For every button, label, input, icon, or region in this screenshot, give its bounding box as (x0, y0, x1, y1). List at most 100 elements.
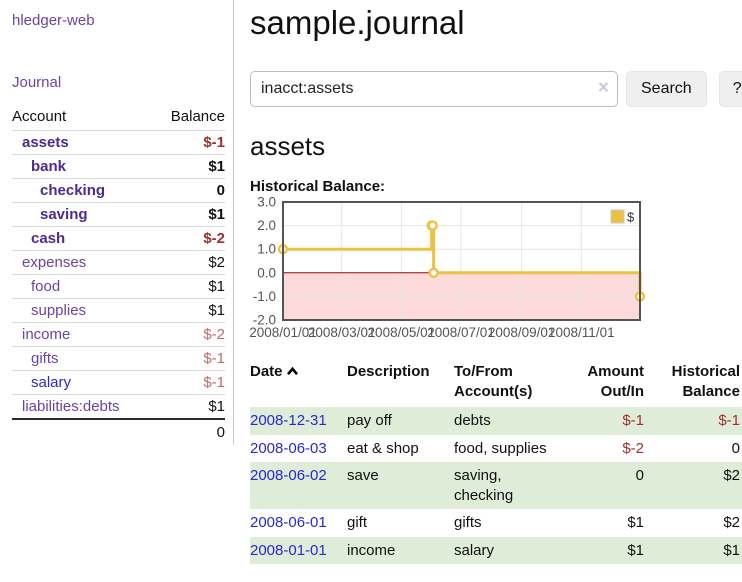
sort-ascending-icon (286, 362, 299, 382)
account-row: saving $1 (12, 202, 225, 227)
transaction-description: eat & shop (347, 439, 419, 457)
transaction-date-link[interactable]: 2008-12-31 (250, 412, 327, 430)
y-tick-label: -1.0 (253, 289, 276, 304)
accounts-header-row: Account Balance (12, 103, 225, 131)
transaction-date-link[interactable]: 2008-01-01 (250, 541, 327, 559)
account-balance: $1 (153, 298, 225, 323)
account-heading: assets (250, 130, 326, 161)
account-row: food $1 (12, 274, 225, 299)
search-input[interactable] (250, 70, 618, 107)
account-balance: 0 (153, 178, 225, 203)
y-tick-label: 2.0 (257, 218, 276, 233)
y-tick-label: 1.0 (257, 242, 276, 257)
account-row: income $-2 (12, 322, 225, 347)
transaction-accounts: debts (454, 412, 491, 430)
transaction-date-link[interactable]: 2008-06-02 (250, 467, 327, 485)
x-tick-label: 2008/07/01 (427, 325, 495, 340)
brand-link[interactable]: hledger-web (12, 12, 95, 29)
register-header-row: Date Description To/From Account(s) Amou… (250, 360, 742, 407)
plot-border (282, 201, 641, 322)
account-balance: $1 (153, 274, 225, 299)
account-row: assets $-1 (12, 130, 225, 155)
account-link[interactable]: salary (31, 374, 72, 391)
historical-balance-chart[interactable]: $3.0 2.0 1.0 0.0 -1.0 -2.0 2008/01/01 2008/03/0… (249, 195, 742, 342)
account-balance: $1 (153, 154, 225, 179)
accounts-table: Account Balance assets $-1 bank $1 checking 0… (12, 103, 225, 445)
transaction-balance: $2 (723, 514, 740, 532)
transaction-accounts: saving, checking (454, 467, 514, 504)
main-content: sample.journal × Search ? assets Histori… (234, 0, 742, 565)
account-link[interactable]: gifts (31, 350, 59, 367)
transaction-description: gift (347, 514, 368, 532)
column-header-date-label: Date (250, 363, 283, 381)
account-row: bank $1 (12, 154, 225, 179)
y-tick-label: -2.0 (253, 313, 276, 328)
x-tick-label: 2008/09/01 (488, 325, 556, 340)
transaction-description: save (347, 467, 379, 485)
legend-label: $ (627, 210, 635, 225)
x-tick-label: 2008/11/01 (548, 325, 615, 340)
page-title: sample.journal (250, 4, 465, 41)
account-balance: $2 (153, 250, 225, 275)
account-balance: $-1 (153, 346, 225, 371)
column-header-accounts[interactable]: To/From Account(s) (454, 363, 533, 400)
account-row: expenses $2 (12, 250, 225, 275)
account-link[interactable]: food (31, 278, 61, 295)
transaction-amount: $-2 (622, 439, 644, 457)
transaction-amount: 0 (635, 467, 644, 485)
account-balance: $1 (208, 398, 225, 415)
accounts-col-account: Account (12, 103, 154, 131)
y-tick-label: 0.0 (257, 265, 276, 280)
transaction-row[interactable]: 2008-06-02 save saving, checking 0 $2 (250, 462, 742, 510)
transaction-amount: $1 (627, 541, 644, 559)
search-box: × (250, 70, 618, 107)
transaction-balance: $-1 (718, 412, 740, 430)
account-link[interactable]: cash (31, 230, 66, 247)
transaction-row[interactable]: 2008-12-31 pay off debts $-1 $-1 (250, 407, 742, 435)
account-row: supplies $1 (12, 298, 225, 323)
x-tick-label: 2008/01/01 (249, 325, 317, 340)
accounts-total-spacer (12, 418, 154, 445)
column-header-balance[interactable]: Historical Balance (671, 363, 740, 400)
transaction-balance: $2 (723, 467, 740, 485)
help-button[interactable]: ? (718, 70, 742, 107)
column-header-amount[interactable]: Amount Out/In (587, 363, 644, 400)
column-header-date[interactable]: Date (250, 360, 347, 407)
transaction-amount: $-1 (622, 412, 644, 430)
sidebar: hledger-web Journal Account Balance asse… (0, 0, 234, 445)
chart-svg: $3.0 2.0 1.0 0.0 -1.0 -2.02008/01/012008/03/0… (249, 195, 646, 340)
account-link[interactable]: checking (40, 182, 106, 199)
transaction-balance: $1 (723, 541, 740, 559)
transaction-row[interactable]: 2008-06-03 eat & shop food, supplies $-2 0 (250, 435, 742, 463)
transaction-row[interactable]: 2008-01-01 income salary $1 $1 (250, 536, 742, 565)
transaction-amount: $1 (627, 514, 644, 532)
clear-search-icon[interactable]: × (597, 77, 609, 99)
account-link[interactable]: supplies (31, 302, 87, 319)
y-tick-label: 3.0 (257, 195, 276, 210)
x-tick-label: 2008/03/01 (308, 325, 376, 340)
transaction-accounts: salary (454, 541, 495, 559)
account-link[interactable]: assets (22, 134, 69, 151)
account-link[interactable]: income (22, 326, 71, 343)
transaction-balance: 0 (731, 439, 740, 457)
accounts-total-row: 0 (12, 418, 225, 445)
account-balance: $-1 (153, 130, 225, 155)
register-table: Date Description To/From Account(s) Amou… (250, 360, 742, 565)
transaction-row[interactable]: 2008-06-01 gift gifts $1 $2 (250, 509, 742, 537)
account-balance: $1 (153, 202, 225, 227)
account-link[interactable]: saving (40, 206, 88, 223)
data-point-marker (428, 267, 439, 279)
account-row: cash $-2 (12, 226, 225, 251)
column-header-description[interactable]: Description (347, 363, 430, 381)
nav-journal-link[interactable]: Journal (12, 74, 62, 91)
transaction-date-link[interactable]: 2008-06-03 (250, 439, 327, 457)
account-row: salary $-1 (12, 370, 225, 395)
account-link[interactable]: bank (31, 158, 67, 175)
account-balance: $-2 (153, 322, 225, 347)
search-button[interactable]: Search (626, 70, 707, 107)
accounts-col-balance: Balance (153, 103, 225, 131)
account-row: liabilities:debts $1 (12, 395, 225, 420)
account-link[interactable]: expenses (22, 254, 87, 271)
account-link[interactable]: liabilities:debts (22, 398, 120, 415)
transaction-date-link[interactable]: 2008-06-01 (250, 514, 327, 532)
